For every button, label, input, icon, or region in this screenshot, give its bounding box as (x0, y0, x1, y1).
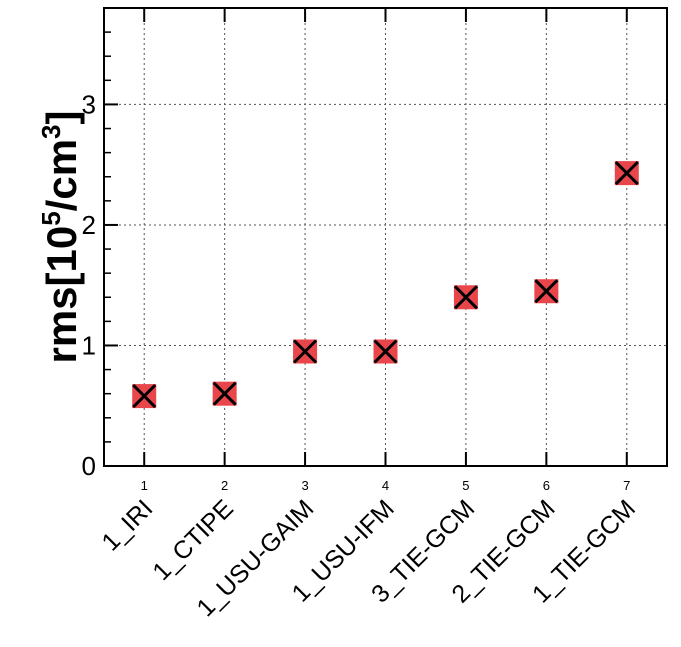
data-point-cross (132, 384, 157, 409)
x-tick-label: 5 (462, 478, 469, 493)
y-axis-label-suffix: ] (38, 110, 85, 124)
x-category-label: 1_IRI (96, 494, 158, 556)
x-tick-label: 2 (221, 478, 228, 493)
y-axis-label-mid: /cm (38, 139, 85, 211)
grid-lines (104, 8, 667, 466)
plot-frame (103, 7, 668, 467)
data-point-cross (453, 285, 478, 310)
data-point-cross (614, 161, 639, 186)
data-point (453, 285, 478, 310)
y-axis-label-prefix: rms[10 (38, 226, 85, 364)
data-point (614, 161, 639, 186)
y-axis-label-exp2: 3 (36, 124, 66, 138)
x-tick-label: 4 (382, 478, 389, 493)
y-tick-label: 0 (82, 451, 96, 481)
x-tick-label: 1 (141, 478, 148, 493)
data-point-cross (212, 381, 237, 406)
data-point (293, 339, 318, 364)
x-axis: 1 2 3 4 5 6 7 (141, 8, 630, 493)
y-tick-label: 3 (82, 89, 96, 119)
y-tick-label: 1 (82, 330, 96, 360)
y-axis-label: rms[105/cm3] (36, 110, 85, 363)
data-points (132, 161, 639, 409)
x-tick-label: 3 (301, 478, 308, 493)
x-category-labels: 1_IRI1_CTIPE1_USU-GAIM1_USU-IFM3_TIE-GCM… (96, 494, 641, 622)
y-axis-label-exp1: 5 (36, 211, 66, 225)
data-point (132, 384, 157, 409)
data-point-cross (293, 339, 318, 364)
data-point (212, 381, 237, 406)
x-tick-label: 6 (543, 478, 550, 493)
data-point (373, 339, 398, 364)
y-tick-label: 2 (82, 210, 96, 240)
y-axis: 0 1 2 3 (82, 31, 118, 481)
x-tick-label: 7 (623, 478, 630, 493)
data-point-cross (534, 279, 559, 304)
data-point (534, 279, 559, 304)
data-point-cross (373, 339, 398, 364)
